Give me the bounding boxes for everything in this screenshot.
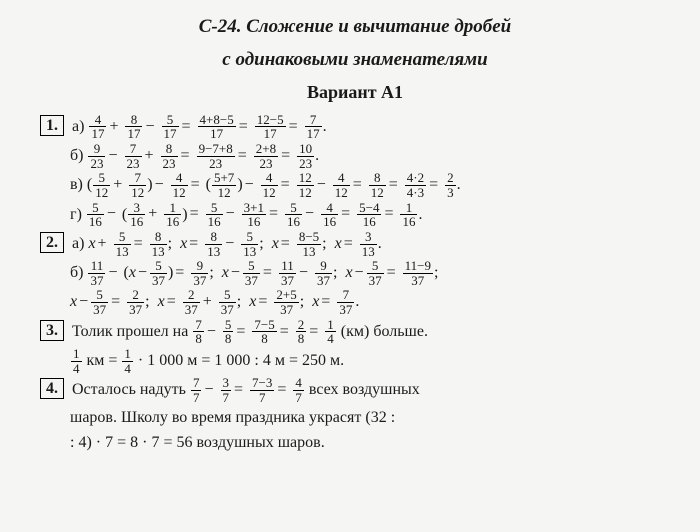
label: б) — [70, 264, 83, 281]
text: Толик прошел на — [72, 323, 188, 340]
problem-2b-line2: x−537= 237; x= 237+ 537; x= 2+537; x= 73… — [70, 288, 670, 316]
page: С-24. Сложение и вычитание дробей с один… — [0, 0, 700, 467]
problem-1a: 1. а) 417+ 817− 517= 4+8−517= 12−517= 71… — [40, 113, 670, 141]
variant: Вариант А1 — [40, 79, 670, 107]
text: (км) больше. — [341, 323, 428, 340]
label: г) — [70, 205, 82, 222]
fraction: 717 — [305, 113, 322, 141]
text: км = — [87, 352, 118, 369]
problem-4-line2: шаров. Школу во время праздника украсят … — [70, 406, 670, 431]
problem-number: 4. — [40, 378, 64, 399]
fraction: 12−517 — [255, 113, 286, 141]
problem-3-line2: 14 км = 14 · 1 000 м = 1 000 : 4 м = 250… — [70, 347, 670, 375]
label: а) — [72, 235, 84, 252]
problem-3-line1: 3. Толик прошел на 78− 58= 7−58= 28= 14 … — [40, 318, 670, 346]
text: : 4) · 7 = 8 · 7 = 56 воздушных шаров. — [70, 434, 325, 451]
problem-1v: в) (512+ 712)− 412= (5+712)− 412= 1212− … — [70, 171, 670, 199]
problem-number: 3. — [40, 320, 64, 341]
label: а) — [72, 118, 84, 135]
fraction: 417 — [89, 113, 106, 141]
problem-4-line3: : 4) · 7 = 8 · 7 = 56 воздушных шаров. — [70, 431, 670, 456]
label: в) — [70, 176, 83, 193]
text: Осталось надуть — [72, 381, 186, 398]
fraction: 4+8−517 — [198, 113, 236, 141]
problem-2b-line1: б) 1137− (x−537)= 937; x−537= 1137− 937;… — [70, 259, 670, 287]
fraction: 517 — [162, 113, 179, 141]
text: всех воздушных — [309, 381, 420, 398]
text: · 1 000 м = 1 000 : 4 м = 250 м. — [138, 352, 344, 369]
problem-1g: г) 516− (316+ 116)= 516− 3+116= 516− 416… — [70, 201, 670, 229]
title-line1: С-24. Сложение и вычитание дробей — [40, 12, 670, 41]
problem-number: 2. — [40, 232, 64, 253]
problem-2a: 2. а) x+ 513= 813; x= 813− 513; x= 8−513… — [40, 230, 670, 258]
problem-4-line1: 4. Осталось надуть 77− 37= 7−37= 47 всех… — [40, 376, 670, 404]
fraction: 817 — [125, 113, 142, 141]
problem-number: 1. — [40, 115, 64, 136]
problem-1b: б) 923− 723+ 823= 9−7+823= 2+823= 1023. — [70, 142, 670, 170]
label: б) — [70, 147, 83, 164]
text: шаров. Школу во время праздника украсят … — [70, 409, 395, 426]
title-line2: с одинаковыми знаменателями — [40, 45, 670, 74]
